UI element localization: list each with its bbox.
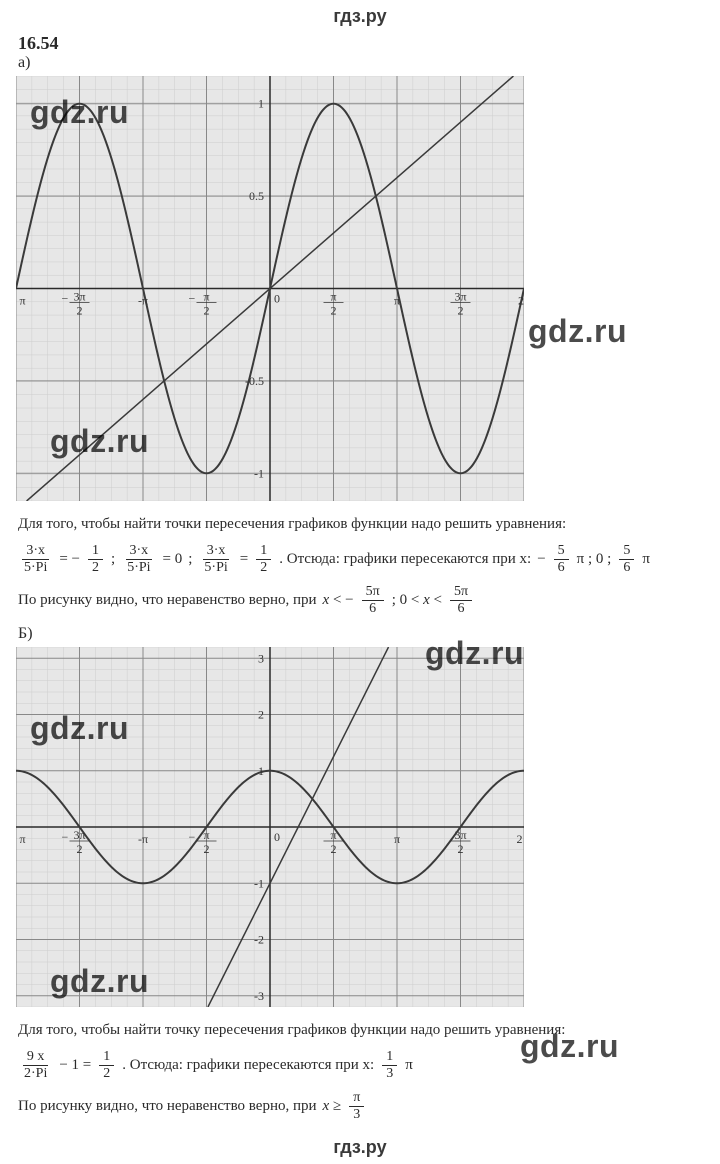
svg-text:2: 2 [204,842,210,856]
svg-text:−: − [62,292,69,306]
svg-text:−: − [189,292,196,306]
svg-text:-1: -1 [254,466,264,480]
part-b-label: Б) [18,625,704,643]
part-b-conclusion: По рисунку видно, что неравенство верно,… [18,1090,702,1123]
svg-text:0: 0 [274,830,280,844]
part-b-equations: 9 x2·Pi − 1 = 12 . Отсюда: графики перес… [18,1049,702,1082]
svg-text:2: 2 [331,842,337,856]
part-a-conclusion: По рисунку видно, что неравенство верно,… [18,584,702,617]
svg-text:2 π: 2 π [516,832,524,846]
svg-text:0: 0 [274,292,280,306]
header-logo: гдз.ру [0,0,720,33]
svg-text:π: π [330,290,336,304]
svg-text:3π: 3π [73,290,85,304]
svg-text:π: π [330,828,336,842]
svg-text:π: π [394,832,400,846]
svg-text:3π: 3π [454,828,466,842]
svg-text:π: π [203,290,209,304]
svg-text:−: − [62,830,69,844]
svg-text:2: 2 [458,304,464,318]
svg-text:-π: -π [138,294,148,308]
chart-a: -2 π− 3π2-π− π20π2π3π22π-1-0.50.51 [16,76,524,501]
svg-text:-1: -1 [254,876,264,890]
svg-text:2: 2 [77,304,83,318]
svg-text:3π: 3π [73,828,85,842]
svg-text:2π: 2π [518,294,524,308]
part-a-label: а) [18,54,704,72]
svg-text:2: 2 [331,304,337,318]
svg-text:2: 2 [458,842,464,856]
svg-text:-2 π: -2 π [16,832,26,846]
footer-logo: гдз.ру [0,1131,720,1164]
part-b-intro: Для того, чтобы найти точку пересечения … [18,1020,702,1041]
svg-text:π: π [394,294,400,308]
svg-text:0.5: 0.5 [249,189,264,203]
svg-text:2: 2 [204,304,210,318]
svg-text:-π: -π [138,832,148,846]
page-content: 16.54 а) -2 π− 3π2-π− π20π2π3π22π-1-0.50… [0,33,720,1123]
svg-text:1: 1 [258,764,264,778]
svg-text:-2: -2 [254,933,264,947]
part-a-equations: 3·x5·Pi = − 12 ; 3·x5·Pi = 0 ; 3·x5·Pi =… [18,543,702,576]
svg-text:−: − [189,830,196,844]
svg-text:π: π [203,828,209,842]
svg-text:-2 π: -2 π [16,294,26,308]
svg-text:3π: 3π [454,290,466,304]
svg-text:1: 1 [258,97,264,111]
chart-b: -2 π− 3π2-π− π20π2π3π22 π-3-2-1123 [16,647,524,1007]
chart-a-wrap: -2 π− 3π2-π− π20π2π3π22π-1-0.50.51 [16,76,524,501]
eq-text: = − [59,549,80,570]
svg-text:2: 2 [77,842,83,856]
svg-text:-0.5: -0.5 [245,374,264,388]
svg-text:3: 3 [258,651,264,665]
problem-number: 16.54 [18,33,704,54]
svg-text:-3: -3 [254,989,264,1003]
chart-b-wrap: -2 π− 3π2-π− π20π2π3π22 π-3-2-1123 [16,647,524,1007]
svg-text:2: 2 [258,708,264,722]
part-a-intro: Для того, чтобы найти точки пересечения … [18,514,702,535]
